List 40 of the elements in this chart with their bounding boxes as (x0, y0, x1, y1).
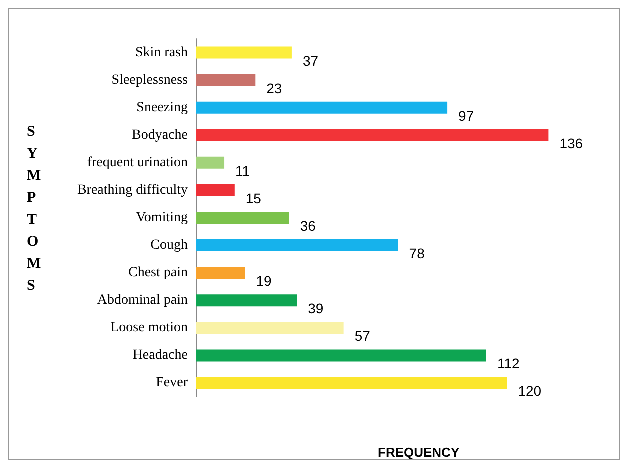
y-tick-label: Sleeplessness (112, 72, 188, 88)
y-tick-label: Abdominal pain (97, 293, 188, 308)
data-label: 120 (518, 383, 542, 400)
data-label: 19 (256, 273, 272, 290)
bar (196, 212, 290, 224)
y-tick-label: Cough (150, 238, 188, 254)
y-axis-title: SYMPTOMS (27, 124, 42, 294)
y-tick-label: Vomiting (136, 210, 188, 226)
bar (196, 294, 298, 307)
bar (196, 322, 344, 334)
bar (196, 129, 549, 142)
y-tick-label: Breathing difficulty (77, 182, 188, 198)
y-tick-label: Fever (156, 376, 188, 391)
bar (196, 74, 256, 86)
y-tick-label: Bodyache (132, 128, 188, 143)
bar (196, 350, 486, 362)
data-label: 11 (236, 162, 250, 179)
bar (196, 102, 448, 114)
data-label: 36 (300, 218, 316, 234)
data-label: 23 (266, 80, 282, 96)
y-tick-label: Sneezing (136, 100, 188, 116)
y-tick-label: frequent urination (87, 155, 188, 170)
data-label: 97 (458, 108, 474, 124)
bar (196, 46, 292, 59)
bar (196, 156, 225, 169)
data-label: 37 (302, 52, 319, 69)
bar (196, 267, 246, 280)
data-label: 78 (409, 246, 426, 262)
y-tick-label: Chest pain (128, 266, 188, 281)
data-label: 15 (246, 190, 262, 206)
data-label: 39 (308, 300, 324, 317)
bar (196, 240, 398, 252)
data-label: 136 (560, 135, 584, 152)
bar (196, 184, 235, 196)
data-label: 112 (497, 356, 520, 372)
bar (196, 377, 508, 390)
y-tick-label: Headache (132, 348, 188, 364)
y-tick-label: Loose motion (110, 320, 188, 336)
y-tick-label: Skin rash (136, 45, 188, 60)
data-label: 57 (354, 328, 371, 344)
